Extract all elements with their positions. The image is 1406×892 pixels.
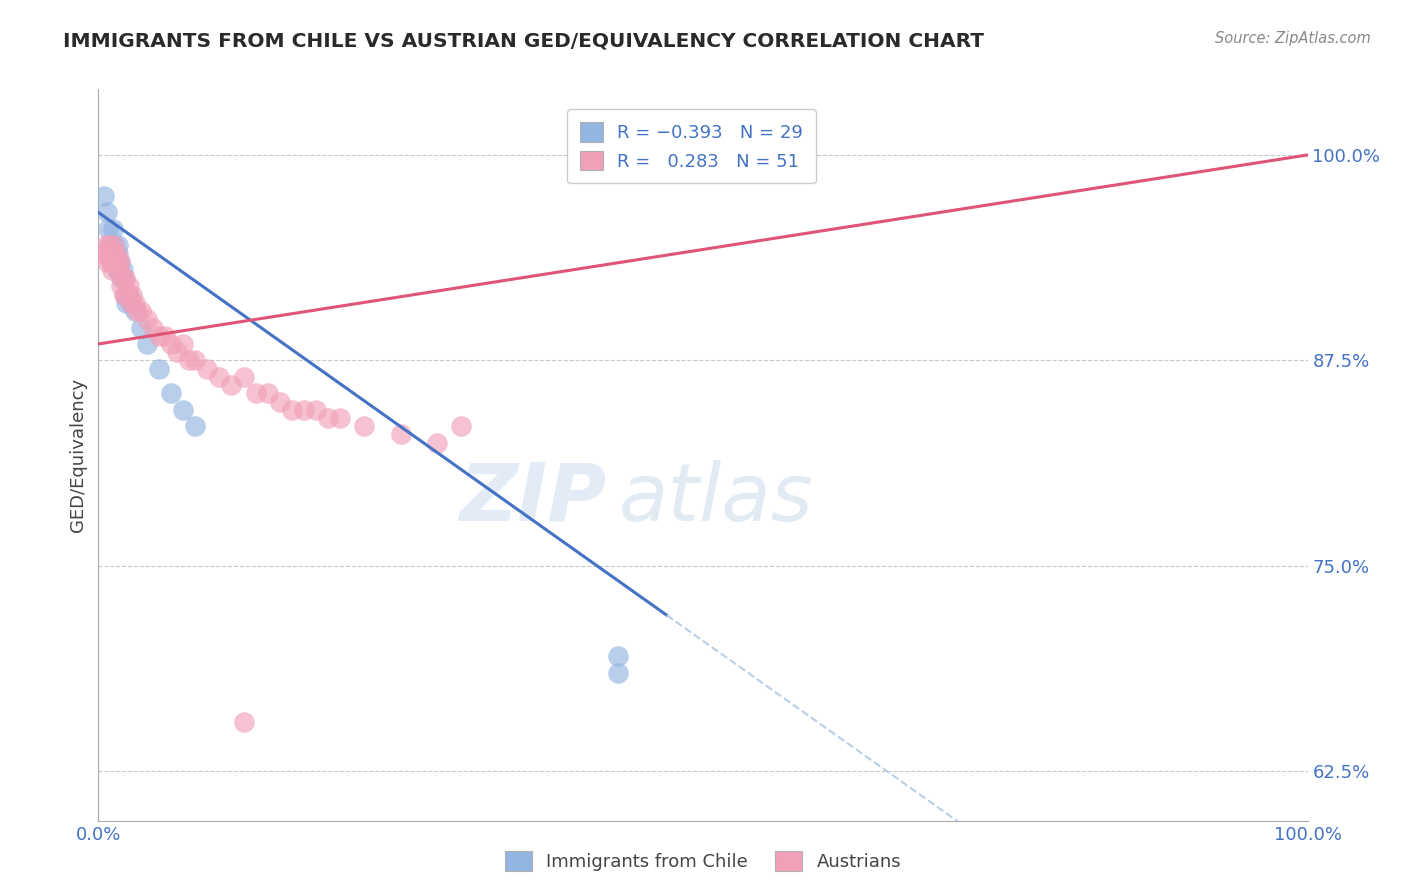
Point <box>100 263 122 277</box>
Point <box>98 238 121 252</box>
Point <box>305 402 328 417</box>
Point <box>329 411 352 425</box>
Point <box>184 419 207 434</box>
Point <box>108 254 131 268</box>
Point <box>96 205 118 219</box>
Point <box>107 254 129 268</box>
Point <box>389 427 412 442</box>
Text: Source: ZipAtlas.com: Source: ZipAtlas.com <box>1215 31 1371 46</box>
Point <box>232 714 254 729</box>
Point <box>160 386 183 401</box>
Point <box>115 287 138 301</box>
Point <box>110 279 132 293</box>
Point <box>353 419 375 434</box>
Point <box>148 328 170 343</box>
Point <box>101 246 124 260</box>
Point <box>129 320 152 334</box>
Point <box>135 337 157 351</box>
Point <box>107 238 129 252</box>
Point <box>98 238 121 252</box>
Point <box>148 361 170 376</box>
Point <box>221 378 243 392</box>
Point <box>111 271 134 285</box>
Point <box>100 254 122 268</box>
Text: ZIP: ZIP <box>458 459 606 538</box>
Point <box>179 353 201 368</box>
Point <box>316 411 339 425</box>
Point <box>269 394 291 409</box>
Point <box>124 304 146 318</box>
Point <box>142 320 165 334</box>
Point <box>426 435 449 450</box>
Point <box>172 402 194 417</box>
Point <box>97 246 120 260</box>
Legend: Immigrants from Chile, Austrians: Immigrants from Chile, Austrians <box>498 844 908 879</box>
Point <box>281 402 304 417</box>
Point <box>100 254 122 268</box>
Point <box>129 304 152 318</box>
Point <box>105 246 128 260</box>
Point <box>450 419 472 434</box>
Point <box>120 296 142 310</box>
Point <box>195 361 218 376</box>
Point <box>108 254 131 268</box>
Point <box>607 665 630 680</box>
Text: IMMIGRANTS FROM CHILE VS AUSTRIAN GED/EQUIVALENCY CORRELATION CHART: IMMIGRANTS FROM CHILE VS AUSTRIAN GED/EQ… <box>63 31 984 50</box>
Point <box>127 304 149 318</box>
Point <box>114 271 136 285</box>
Point <box>245 386 267 401</box>
Point <box>97 222 120 236</box>
Point <box>112 271 135 285</box>
Point <box>94 238 117 252</box>
Point <box>93 246 115 260</box>
Text: atlas: atlas <box>619 459 813 538</box>
Point <box>124 296 146 310</box>
Point <box>172 337 194 351</box>
Y-axis label: GED/Equivalency: GED/Equivalency <box>69 378 87 532</box>
Point <box>121 287 143 301</box>
Point <box>160 337 183 351</box>
Point <box>118 287 141 301</box>
Point <box>104 246 127 260</box>
Point <box>108 263 131 277</box>
Point <box>135 312 157 326</box>
Point <box>111 263 134 277</box>
Point <box>607 649 630 664</box>
Point <box>114 287 136 301</box>
Point <box>153 328 176 343</box>
Point <box>112 287 135 301</box>
Point <box>232 369 254 384</box>
Point <box>103 238 125 252</box>
Point <box>107 246 129 260</box>
Point <box>208 369 231 384</box>
Point <box>96 254 118 268</box>
Point <box>105 263 128 277</box>
Point <box>108 263 131 277</box>
Point <box>256 386 278 401</box>
Point <box>104 254 127 268</box>
Point <box>110 271 132 285</box>
Point <box>93 189 115 203</box>
Point <box>118 279 141 293</box>
Point <box>184 353 207 368</box>
Point <box>101 222 124 236</box>
Point <box>120 296 142 310</box>
Legend: R = −0.393   N = 29, R =   0.283   N = 51: R = −0.393 N = 29, R = 0.283 N = 51 <box>567 109 815 183</box>
Point <box>166 345 188 359</box>
Point <box>103 238 125 252</box>
Point <box>115 296 138 310</box>
Point <box>292 402 315 417</box>
